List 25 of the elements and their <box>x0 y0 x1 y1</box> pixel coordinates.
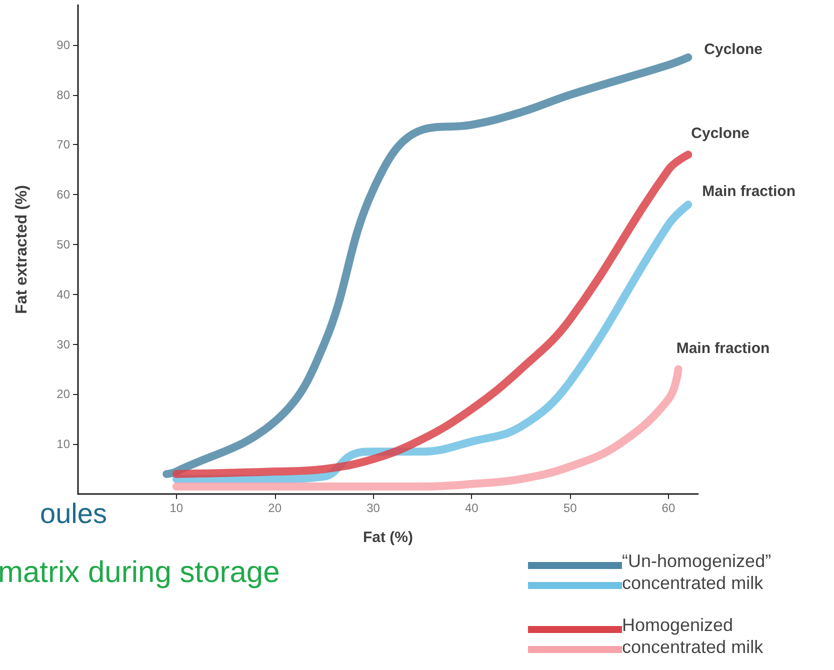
series-label: Main fraction <box>702 183 796 200</box>
text: Homogenized concentrated milk <box>622 614 764 658</box>
series-label: Cyclone <box>691 125 750 142</box>
y-tick-label: 60 <box>56 188 70 202</box>
y-tick-label: 90 <box>56 38 70 52</box>
x-tick-label: 10 <box>170 501 184 515</box>
y-tick-label: 20 <box>56 387 70 402</box>
text: oules <box>40 498 107 530</box>
y-tick-label: 30 <box>56 337 70 352</box>
series-label: Main fraction <box>676 340 770 357</box>
x-tick-label: 50 <box>563 501 578 515</box>
x-axis-title: Fat (%) <box>363 529 413 546</box>
x-tick-label: 60 <box>662 501 676 515</box>
series-label: Cyclone <box>704 40 763 58</box>
text: matrix during storage <box>0 556 280 590</box>
y-tick-label: 50 <box>56 238 70 252</box>
y-tick-label: 80 <box>56 88 70 102</box>
x-tick-label: 20 <box>268 501 282 515</box>
y-axis-title: Fat extracted (%) <box>14 185 30 314</box>
text: “Un-homogenized” concentrated milk <box>622 550 772 594</box>
y-tick-label: 70 <box>56 138 70 152</box>
y-tick-label: 40 <box>56 287 70 302</box>
x-tick-label: 40 <box>464 501 479 515</box>
x-tick-label: 30 <box>366 501 380 515</box>
y-tick-label: 10 <box>56 437 70 452</box>
